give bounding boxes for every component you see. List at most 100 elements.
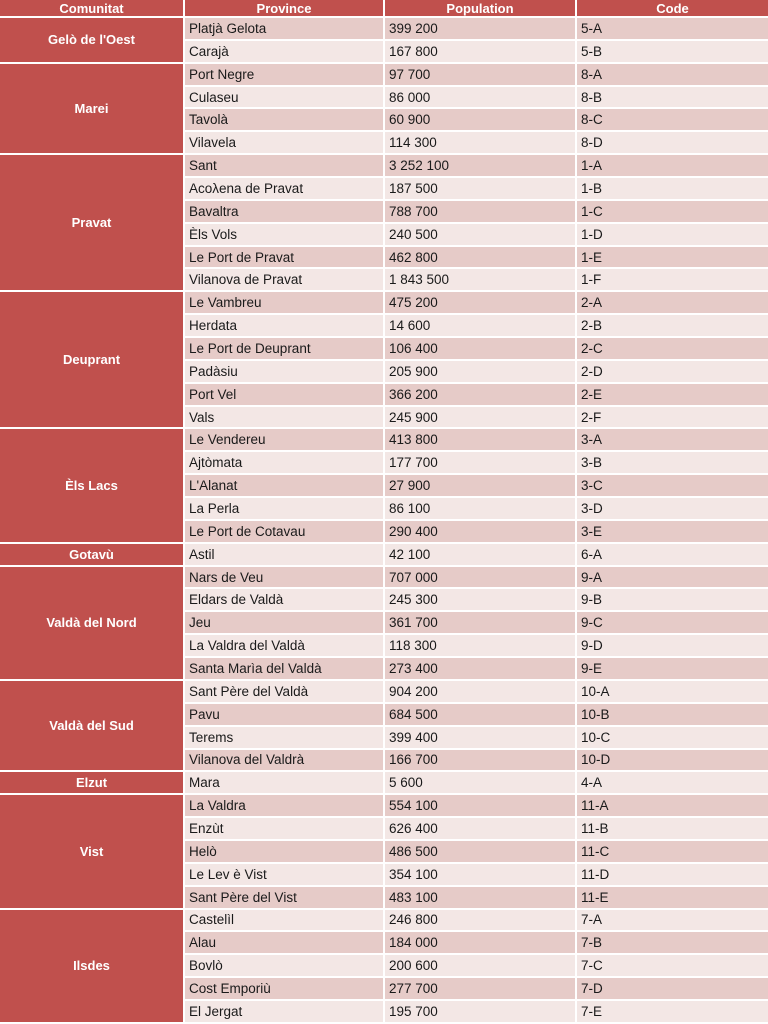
- population-cell: 462 800: [385, 246, 577, 270]
- province-cell: Le Port de Deuprant: [185, 338, 385, 361]
- population-cell: 86 100: [385, 498, 577, 521]
- population-cell: 118 300: [385, 635, 577, 659]
- code-cell: 9-A: [577, 566, 768, 590]
- table-row: Jeu 361 700 9-C: [0, 612, 768, 636]
- table-row: Herdata 14 600 2-B: [0, 315, 768, 339]
- population-cell: 240 500: [385, 223, 577, 247]
- table-row: Padàsiu 205 900 2-D: [0, 360, 768, 384]
- table-row: Culaseu 86 000 8-B: [0, 86, 768, 110]
- table-row: Le Port de Pravat 462 800 1-E: [0, 246, 768, 270]
- table-row: Vilavela 114 300 8-D: [0, 132, 768, 156]
- province-cell: Port Vel: [185, 383, 385, 407]
- population-cell: 106 400: [385, 338, 577, 361]
- table-row: Deuprant Le Vambreu 475 200 2-A: [0, 292, 768, 430]
- comunitat-cell: Gelò de l'Oest: [0, 18, 185, 64]
- code-cell: 9-E: [577, 658, 768, 681]
- table-body: Gelò de l'Oest Platjà Gelota 399 200 5-A Car…: [0, 18, 768, 1024]
- code-cell: 10-B: [577, 703, 768, 727]
- table-row: Santa Marìa del Valdà 273 400 9-E: [0, 658, 768, 681]
- province-cell: Astil: [185, 543, 385, 567]
- code-cell: 11-A: [577, 795, 768, 819]
- population-cell: 195 700: [385, 1000, 577, 1024]
- population-cell: 273 400: [385, 658, 577, 681]
- population-cell: 167 800: [385, 40, 577, 64]
- table-row: Vist La Valdra 554 100 11-A: [0, 795, 768, 910]
- code-cell: 3-C: [577, 475, 768, 499]
- table-row: Gelò de l'Oest Platjà Gelota 399 200 5-A: [0, 18, 768, 64]
- table-row: La Valdra del Valdà 118 300 9-D: [0, 635, 768, 659]
- code-cell: 6-A: [577, 543, 768, 567]
- comunitat-cell: Elzut: [0, 772, 185, 796]
- province-cell: Le Vendereu: [185, 429, 385, 453]
- table-row: Sant Père del Vist 483 100 11-E: [0, 886, 768, 910]
- population-cell: 3 252 100: [385, 155, 577, 179]
- code-cell: 5-A: [577, 18, 768, 41]
- province-cell: Padàsiu: [185, 360, 385, 384]
- code-cell: 1-F: [577, 269, 768, 293]
- code-cell: 8-B: [577, 86, 768, 110]
- population-cell: 399 200: [385, 18, 577, 41]
- code-cell: 3-B: [577, 452, 768, 476]
- table-row: Eldars de Valdà 245 300 9-B: [0, 589, 768, 613]
- table-row: Gotavù Astil 42 100 6-A: [0, 543, 768, 567]
- code-cell: 7-E: [577, 1000, 768, 1024]
- province-cell: La Valdra del Valdà: [185, 635, 385, 659]
- province-cell: Sant Père del Vist: [185, 886, 385, 910]
- table-row: Marei Port Negre 97 700 8-A: [0, 63, 768, 156]
- population-cell: 5 600: [385, 772, 577, 796]
- code-cell: 2-A: [577, 292, 768, 316]
- code-cell: 2-C: [577, 338, 768, 361]
- table-row: Vilanova de Pravat 1 843 500 1-F: [0, 269, 768, 293]
- table-row: Le Port de Deuprant 106 400 2-C: [0, 338, 768, 361]
- table-row: La Perla 86 100 3-D: [0, 498, 768, 521]
- table-row: Carajà 167 800 5-B: [0, 40, 768, 64]
- code-cell: 1-B: [577, 178, 768, 201]
- population-cell: 399 400: [385, 726, 577, 750]
- code-cell: 2-D: [577, 360, 768, 384]
- table-row: Bavaltra 788 700 1-C: [0, 200, 768, 224]
- table-row: Cost Emporiù 277 700 7-D: [0, 978, 768, 1001]
- code-cell: 10-D: [577, 749, 768, 773]
- table-row: L'Alanat 27 900 3-C: [0, 475, 768, 499]
- table-row: Helò 486 500 11-C: [0, 840, 768, 864]
- code-cell: 2-E: [577, 383, 768, 407]
- code-cell: 7-B: [577, 932, 768, 956]
- table-row: Bovlò 200 600 7-C: [0, 955, 768, 979]
- province-cell: Alau: [185, 932, 385, 956]
- province-cell: Port Negre: [185, 63, 385, 87]
- table-row: Valdà del Sud Sant Père del Valdà 904 200 1…: [0, 680, 768, 773]
- comunitat-cell: Èls Lacs: [0, 429, 185, 544]
- table-row: Acoλena de Pravat 187 500 1-B: [0, 178, 768, 201]
- table-row: Pavu 684 500 10-B: [0, 703, 768, 727]
- province-cell: La Perla: [185, 498, 385, 521]
- code-cell: 5-B: [577, 40, 768, 64]
- comunitat-cell: Valdà del Sud: [0, 680, 185, 773]
- table-row: Pravat Sant 3 252 100 1-A: [0, 155, 768, 293]
- table-row: Le Port de Cotavau 290 400 3-E: [0, 520, 768, 544]
- code-cell: 3-D: [577, 498, 768, 521]
- province-cell: El Jergat: [185, 1000, 385, 1024]
- code-cell: 8-A: [577, 63, 768, 87]
- province-cell: Vilanova de Pravat: [185, 269, 385, 293]
- code-cell: 2-B: [577, 315, 768, 339]
- population-cell: 42 100: [385, 543, 577, 567]
- province-cell: Tavolà: [185, 109, 385, 133]
- column-header-province: Province: [185, 0, 385, 18]
- province-cell: Le Vambreu: [185, 292, 385, 316]
- province-cell: Sant: [185, 155, 385, 179]
- column-header-comunitat: Comunitat: [0, 0, 185, 18]
- population-cell: 166 700: [385, 749, 577, 773]
- province-cell: Platjà Gelota: [185, 18, 385, 41]
- population-cell: 246 800: [385, 909, 577, 933]
- table-row: Ajtòmata 177 700 3-B: [0, 452, 768, 476]
- column-header-code: Code: [577, 0, 768, 18]
- population-cell: 60 900: [385, 109, 577, 133]
- code-cell: 11-C: [577, 840, 768, 864]
- province-cell: Jeu: [185, 612, 385, 636]
- code-cell: 1-A: [577, 155, 768, 179]
- province-cell: Nars de Veu: [185, 566, 385, 590]
- comunitat-cell: Deuprant: [0, 292, 185, 430]
- population-cell: 14 600: [385, 315, 577, 339]
- province-cell: Pavu: [185, 703, 385, 727]
